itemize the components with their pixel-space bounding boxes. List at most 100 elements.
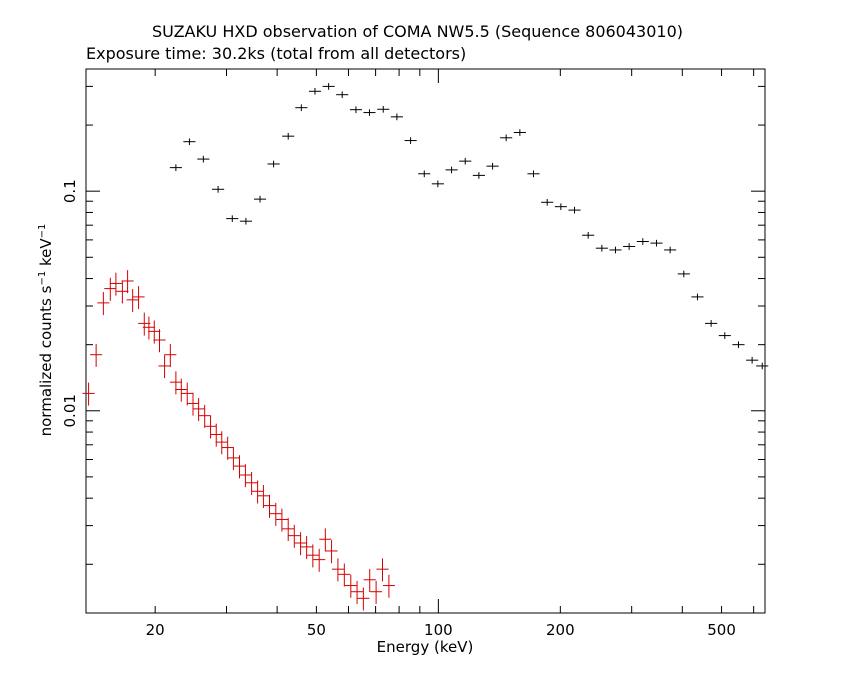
red-data-point (169, 371, 182, 395)
red-data-point (382, 574, 395, 598)
black-data-point (212, 185, 225, 193)
black-data-point (363, 109, 376, 116)
x-tick-label: 50 (307, 621, 326, 639)
chart-title: SUZAKU HXD observation of COMA NW5.5 (Se… (152, 22, 683, 41)
x-axis-label: Energy (keV) (376, 638, 474, 656)
black-data-point (541, 199, 554, 206)
red-data-point (186, 392, 200, 416)
black-data-point (746, 356, 759, 364)
red-data-point (338, 563, 351, 587)
red-data-point (319, 528, 332, 552)
red-data-point (263, 494, 276, 518)
red-data-point (233, 455, 246, 479)
red-data-point (288, 524, 301, 548)
black-data-point (253, 195, 267, 203)
plot-frame (85, 68, 766, 614)
data-points (82, 83, 769, 611)
red-data-point (325, 540, 338, 564)
y-axis-label-part: keV (37, 238, 55, 271)
y-axis-label-part: normalized counts s (37, 285, 55, 437)
black-data-point (568, 206, 581, 214)
red-data-point (251, 480, 264, 504)
red-data-point (210, 423, 223, 447)
black-data-point (295, 104, 308, 112)
red-data-point (306, 544, 319, 568)
black-data-point (664, 246, 677, 254)
red-data-point (121, 270, 134, 294)
x-tick-label: 200 (546, 621, 575, 639)
red-data-point (204, 415, 217, 439)
axis-ticks (86, 69, 765, 613)
black-data-point (500, 134, 513, 142)
black-data-point (472, 172, 485, 179)
red-data-point (282, 518, 295, 542)
black-data-point (636, 238, 649, 245)
black-data-point (445, 166, 458, 174)
black-data-point (756, 362, 769, 370)
red-data-point (344, 574, 357, 598)
y-axis-label: normalized counts s−1 keV−1 (37, 224, 55, 437)
black-data-point (677, 270, 690, 278)
black-data-point (239, 217, 252, 225)
red-data-point (164, 343, 177, 367)
red-data-point (257, 485, 270, 509)
x-tick-label: 500 (707, 621, 736, 639)
y-axis-label-exponent: −1 (37, 223, 48, 239)
black-data-point (322, 83, 335, 90)
red-data-point (351, 580, 364, 604)
x-tick-label: 100 (424, 621, 453, 639)
x-tick-label: 20 (146, 621, 165, 639)
black-data-point (691, 293, 704, 301)
black-data-point (349, 106, 362, 114)
black-data-point (459, 157, 472, 165)
red-data-point (363, 568, 376, 592)
black-data-point (513, 129, 526, 136)
red-data-point (198, 404, 211, 428)
black-data-point (267, 160, 280, 168)
black-data-point (390, 113, 403, 121)
red-data-point (370, 580, 383, 604)
red-data-point (227, 447, 240, 471)
red-data-point (153, 329, 166, 353)
red-data-point (331, 558, 344, 582)
y-tick-label: 0.1 (61, 179, 79, 203)
red-data-point (275, 508, 288, 532)
black-data-point (486, 162, 499, 170)
red-data-point (215, 431, 228, 455)
red-data-point (300, 536, 313, 560)
y-axis-label-exponent: −1 (37, 270, 48, 286)
red-data-point (192, 398, 205, 422)
black-data-point (705, 320, 718, 327)
red-data-point (132, 286, 145, 310)
red-data-point (221, 436, 234, 460)
red-data-point (313, 548, 326, 572)
black-data-point (336, 91, 349, 99)
red-data-point (376, 558, 389, 582)
black-data-point (650, 239, 663, 247)
red-data-point (269, 502, 282, 526)
red-data-point (109, 272, 122, 296)
black-data-point (308, 88, 322, 95)
red-data-point (158, 355, 171, 379)
black-data-point (197, 155, 210, 163)
red-data-point (126, 289, 139, 313)
black-data-point (404, 137, 417, 144)
chart-subtitle: Exposure time: 30.2ks (total from all de… (86, 44, 467, 63)
black-data-point (169, 164, 182, 172)
red-data-point (142, 316, 155, 340)
red-data-point (104, 277, 117, 301)
black-data-point (609, 246, 622, 254)
red-data-point (175, 378, 188, 402)
black-data-point (718, 332, 731, 339)
black-data-point (582, 231, 595, 239)
red-data-point (294, 532, 307, 556)
black-data-point (595, 244, 608, 252)
black-data-point (377, 105, 390, 113)
black-data-point (431, 180, 444, 188)
black-data-point (418, 170, 431, 178)
red-data-point (239, 464, 252, 488)
black-data-point (732, 341, 745, 349)
red-data-point (181, 382, 194, 406)
black-data-point (527, 170, 540, 178)
